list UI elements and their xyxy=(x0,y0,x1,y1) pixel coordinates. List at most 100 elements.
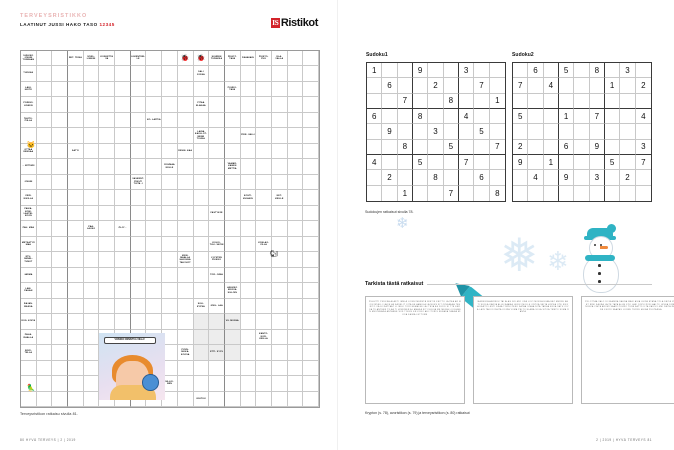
crossword-answer-cell[interactable] xyxy=(193,221,210,237)
sudoku-cell[interactable] xyxy=(605,185,621,201)
crossword-answer-cell[interactable] xyxy=(130,314,147,330)
crossword-answer-cell[interactable] xyxy=(224,267,241,284)
crossword-answer-cell[interactable] xyxy=(256,314,272,330)
crossword-answer-cell[interactable] xyxy=(287,298,304,315)
crossword-answer-cell[interactable] xyxy=(271,345,288,361)
sudoku-cell[interactable]: 1 xyxy=(489,94,505,109)
crossword-answer-cell[interactable] xyxy=(21,391,37,407)
crossword-answer-cell[interactable] xyxy=(240,345,257,361)
crossword-answer-cell[interactable] xyxy=(36,283,53,299)
crossword-answer-cell[interactable] xyxy=(193,112,210,129)
crossword-answer-cell[interactable] xyxy=(83,376,100,392)
crossword-answer-cell[interactable] xyxy=(130,298,147,315)
crossword-answer-cell[interactable] xyxy=(193,236,210,253)
sudoku-cell[interactable] xyxy=(428,63,444,79)
crossword-answer-cell[interactable] xyxy=(162,345,178,361)
crossword-answer-cell[interactable] xyxy=(83,236,100,253)
sudoku-cell[interactable]: 1 xyxy=(604,78,621,94)
sudoku-cell[interactable] xyxy=(528,139,544,155)
crossword-answer-cell[interactable] xyxy=(193,81,210,98)
crossword-answer-cell[interactable] xyxy=(162,298,178,315)
sudoku-cell[interactable]: 7 xyxy=(489,140,505,155)
crossword-answer-cell[interactable] xyxy=(52,314,69,330)
crossword-answer-cell[interactable] xyxy=(52,360,69,377)
crossword-answer-cell[interactable] xyxy=(209,159,225,175)
crossword-answer-cell[interactable] xyxy=(177,97,194,113)
sudoku-cell[interactable]: 6 xyxy=(558,139,575,155)
sudoku-cell[interactable]: 9 xyxy=(412,63,429,79)
sudoku-cell[interactable] xyxy=(543,124,559,140)
crossword-answer-cell[interactable] xyxy=(52,159,69,175)
crossword-answer-cell[interactable] xyxy=(256,252,272,268)
sudoku-cell[interactable] xyxy=(604,124,621,140)
crossword-answer-cell[interactable] xyxy=(271,298,288,315)
sudoku-cell[interactable] xyxy=(428,93,444,109)
crossword-answer-cell[interactable] xyxy=(303,159,319,175)
crossword-answer-cell[interactable] xyxy=(68,97,84,113)
crossword-answer-cell[interactable] xyxy=(209,97,225,113)
crossword-answer-cell[interactable] xyxy=(162,97,178,113)
sudoku-cell[interactable] xyxy=(604,108,621,125)
crossword-answer-cell[interactable] xyxy=(287,376,304,392)
crossword-answer-cell[interactable] xyxy=(240,283,257,299)
sudoku-cell[interactable] xyxy=(428,139,444,155)
sudoku-cell[interactable]: 9 xyxy=(558,170,575,186)
crossword-answer-cell[interactable] xyxy=(303,205,319,222)
sudoku-cell[interactable] xyxy=(574,108,590,125)
sudoku-cell[interactable]: 7 xyxy=(635,155,651,171)
crossword-answer-cell[interactable] xyxy=(115,159,131,175)
crossword-answer-cell[interactable] xyxy=(177,190,194,206)
crossword-answer-cell[interactable] xyxy=(271,329,288,346)
crossword-answer-cell[interactable] xyxy=(287,190,304,206)
crossword-answer-cell[interactable] xyxy=(146,97,163,113)
sudoku-cell[interactable]: 4 xyxy=(543,78,559,94)
crossword-answer-cell[interactable] xyxy=(36,236,53,253)
crossword-answer-cell[interactable] xyxy=(256,143,272,160)
crossword-answer-cell[interactable] xyxy=(224,329,241,346)
crossword-answer-cell[interactable] xyxy=(303,267,319,284)
crossword-answer-cell[interactable] xyxy=(256,190,272,206)
crossword-answer-cell[interactable] xyxy=(36,252,53,268)
sudoku-cell[interactable] xyxy=(620,124,636,140)
crossword-answer-cell[interactable] xyxy=(83,267,100,284)
crossword-answer-cell[interactable] xyxy=(52,97,69,113)
sudoku-cell[interactable]: 6 xyxy=(367,108,383,125)
sudoku-cell[interactable]: 7 xyxy=(474,78,490,94)
crossword-answer-cell[interactable] xyxy=(224,376,241,392)
crossword-answer-cell[interactable] xyxy=(162,329,178,346)
crossword-answer-cell[interactable] xyxy=(68,329,84,346)
crossword-answer-cell[interactable] xyxy=(83,283,100,299)
crossword-answer-cell[interactable] xyxy=(177,81,194,98)
crossword-answer-cell[interactable] xyxy=(177,112,194,129)
sudoku-cell[interactable] xyxy=(428,154,444,171)
crossword-answer-cell[interactable] xyxy=(240,329,257,346)
crossword-answer-cell[interactable] xyxy=(130,267,147,284)
crossword-answer-cell[interactable] xyxy=(240,221,257,237)
crossword-answer-cell[interactable] xyxy=(287,81,304,98)
sudoku-cell[interactable] xyxy=(635,63,651,79)
sudoku-cell[interactable] xyxy=(367,170,383,186)
crossword-answer-cell[interactable] xyxy=(224,360,241,377)
sudoku-cell[interactable]: 2 xyxy=(635,78,651,94)
sudoku-cell[interactable] xyxy=(558,154,575,171)
sudoku-cell[interactable] xyxy=(443,154,459,171)
crossword-answer-cell[interactable] xyxy=(209,283,225,299)
crossword-answer-cell[interactable] xyxy=(83,298,100,315)
sudoku-cell[interactable] xyxy=(620,154,636,171)
crossword-answer-cell[interactable] xyxy=(240,159,257,175)
crossword-answer-cell[interactable] xyxy=(287,143,304,160)
sudoku-cell[interactable]: 1 xyxy=(543,154,559,171)
sudoku-cell[interactable] xyxy=(382,63,398,79)
crossword-answer-cell[interactable] xyxy=(52,81,69,98)
crossword-answer-cell[interactable] xyxy=(209,143,225,160)
crossword-answer-cell[interactable] xyxy=(162,174,178,191)
crossword-answer-cell[interactable] xyxy=(287,128,304,144)
sudoku-cell[interactable] xyxy=(443,78,459,94)
crossword-answer-cell[interactable] xyxy=(130,81,147,98)
crossword-answer-cell[interactable] xyxy=(271,81,288,98)
sudoku-cell[interactable] xyxy=(474,139,490,155)
crossword-answer-cell[interactable] xyxy=(146,298,163,315)
crossword-answer-cell[interactable] xyxy=(177,128,194,144)
sudoku-cell[interactable] xyxy=(443,170,459,186)
crossword-answer-cell[interactable] xyxy=(36,360,53,377)
